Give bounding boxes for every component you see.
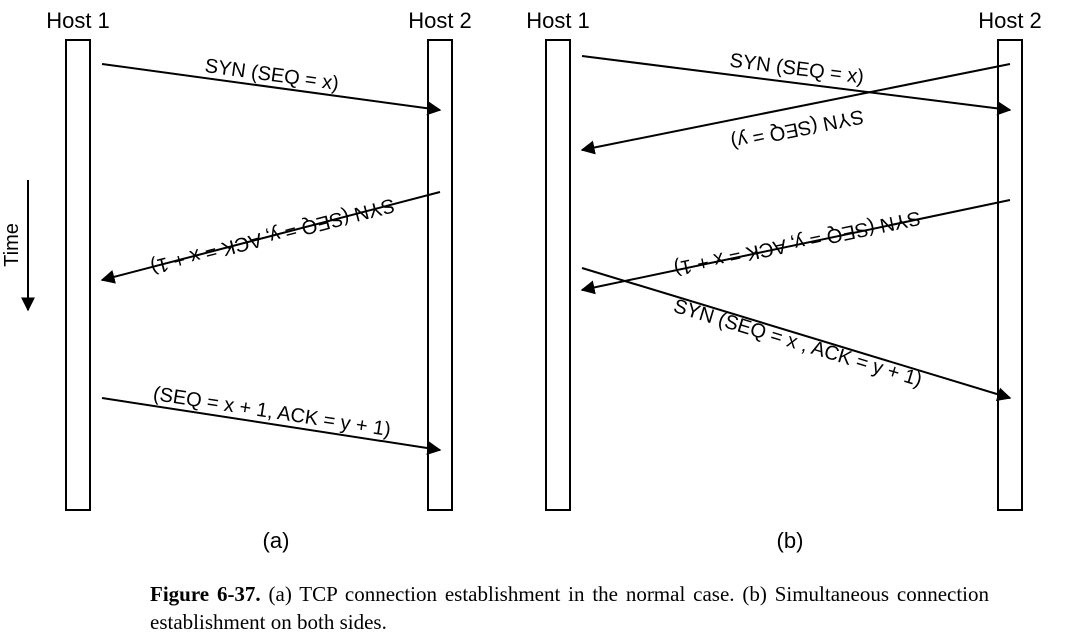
figure-number: Figure 6-37. <box>150 582 261 606</box>
caption-part-a: (a) TCP connection establishment in the … <box>269 582 735 606</box>
msg-label-b-1: SYN (SEQ = y) <box>729 105 866 153</box>
msg-label-b-2: SYN (SEQ = y, ACK = x + 1) <box>672 206 923 279</box>
msg-label-a-1: SYN (SEQ = y, ACK = x + 1) <box>148 193 397 278</box>
host-label-host2: Host 2 <box>408 8 472 33</box>
host-label-host1: Host 1 <box>46 8 110 33</box>
lifeline-host1 <box>66 40 90 510</box>
lifeline-host2 <box>428 40 452 510</box>
msg-label-b-3: SYN (SEQ = x , ACK = y + 1) <box>671 295 925 391</box>
tcp-handshake-diagram: Time Host 1 Host 2 (a) Host 1 Host 2 (b) SYN (S… <box>0 0 1069 560</box>
host-label-host2: Host 2 <box>978 8 1042 33</box>
figure-caption: Figure 6-37. (a) TCP connection establis… <box>150 580 989 637</box>
time-axis-label: Time <box>1 223 23 267</box>
lifeline-host2 <box>998 40 1022 510</box>
panel-label: (b) <box>777 528 804 553</box>
lifeline-host1 <box>546 40 570 510</box>
host-label-host1: Host 1 <box>526 8 590 33</box>
msg-label-a-0: SYN (SEQ = x) <box>203 55 340 95</box>
panel-label: (a) <box>263 528 290 553</box>
